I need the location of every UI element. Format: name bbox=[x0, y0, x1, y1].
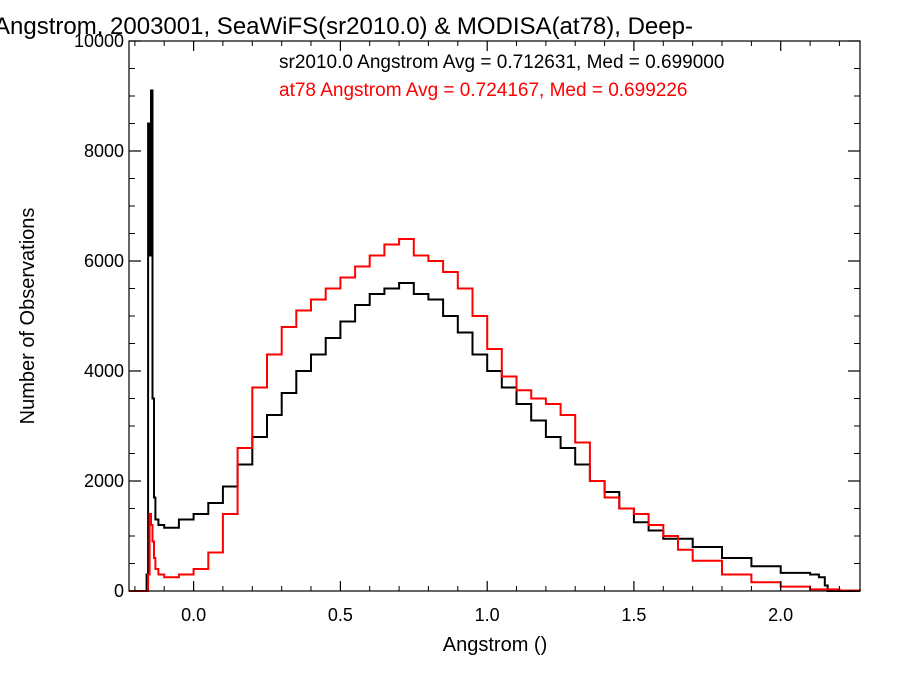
x-tick-label-4: 2.0 bbox=[768, 605, 793, 625]
x-tick-label-3: 1.5 bbox=[621, 605, 646, 625]
y-tick-label-1: 2000 bbox=[84, 471, 124, 491]
series-layer bbox=[129, 89, 861, 592]
plot-frame bbox=[128, 40, 861, 592]
y-tick-label-3: 6000 bbox=[84, 251, 124, 271]
chart-title: Angstrom, 2003001, SeaWiFS(sr2010.0) & M… bbox=[0, 13, 693, 40]
stats-annotation-at78: at78 Angstrom Avg = 0.724167, Med = 0.69… bbox=[279, 80, 687, 101]
y-tick-label-4: 8000 bbox=[84, 141, 124, 161]
stats-annotation-sr2010: sr2010.0 Angstrom Avg = 0.712631, Med = … bbox=[279, 52, 724, 73]
y-tick-label-5: 10000 bbox=[74, 31, 124, 51]
y-axis-label: Number of Observations bbox=[17, 208, 39, 425]
tick-layer: 0.0 0.5 1.0 1.5 2.0 0 2000 4000 6000 8000 10000 bbox=[74, 31, 860, 625]
y-tick-label-2: 4000 bbox=[84, 361, 124, 381]
series-line-0 bbox=[129, 89, 860, 592]
series-line-1 bbox=[129, 238, 861, 592]
x-axis-label: Angstrom () bbox=[443, 634, 547, 656]
x-tick-label-0: 0.0 bbox=[181, 605, 206, 625]
x-tick-label-2: 1.0 bbox=[475, 605, 500, 625]
x-tick-label-1: 0.5 bbox=[328, 605, 353, 625]
y-tick-label-0: 0 bbox=[114, 581, 124, 601]
